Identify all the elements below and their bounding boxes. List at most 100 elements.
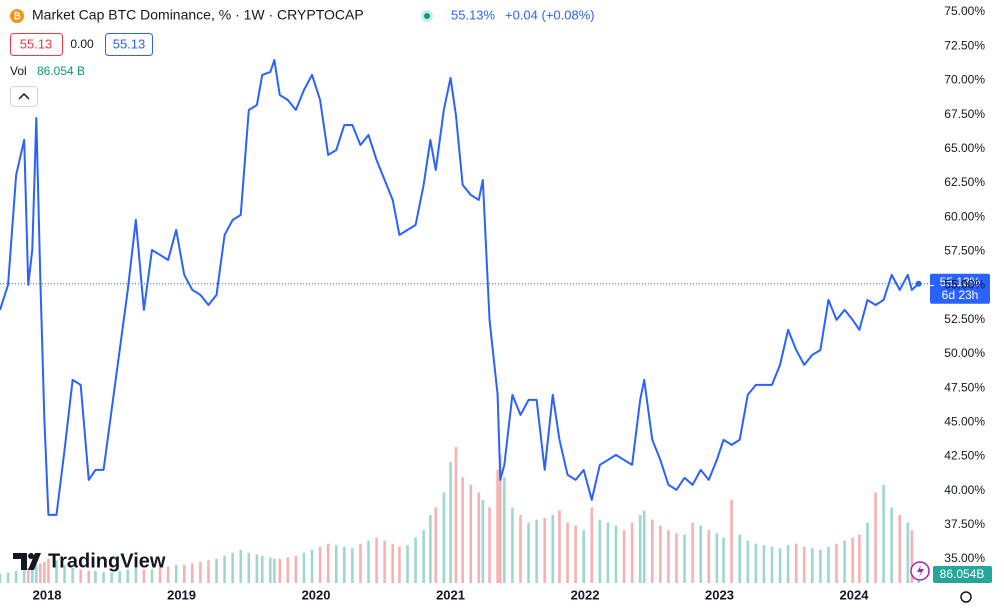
bitcoin-icon-glyph: ₿ <box>13 11 20 21</box>
bitcoin-icon <box>10 9 24 23</box>
volume-bar <box>910 530 914 583</box>
volume-bar <box>359 543 362 583</box>
volume-bar <box>882 484 885 583</box>
volume-bar <box>22 569 26 583</box>
volume-bar <box>260 555 264 583</box>
volume-bar <box>294 555 298 583</box>
volume-tag-value: 86.054B <box>940 567 985 581</box>
volume-bar <box>866 522 869 583</box>
volume-bar <box>802 546 806 583</box>
volume-bar <box>35 564 38 583</box>
volume-bar <box>126 569 130 583</box>
volume-bar <box>351 548 354 583</box>
volume-bar <box>746 540 750 583</box>
volume-bar <box>890 507 893 583</box>
volume-bar <box>434 507 438 583</box>
y-tick-label: 42.50% <box>944 449 985 463</box>
ohlc-value: 0.00 <box>70 37 94 51</box>
settings-button[interactable] <box>960 591 972 603</box>
volume-bar <box>898 515 902 583</box>
volume-bar <box>134 567 138 583</box>
volume-bar <box>574 525 577 583</box>
volume-bar <box>87 570 91 583</box>
volume-bar <box>650 519 654 583</box>
volume-bar <box>398 546 401 583</box>
brand-name: TradingView <box>48 550 166 572</box>
y-tick-label: 40.00% <box>944 483 985 497</box>
volume-bar <box>715 533 719 583</box>
x-tick-label: 2024 <box>840 587 870 602</box>
volume-bar <box>30 566 34 583</box>
volume-bar <box>326 543 330 583</box>
volume-bar <box>207 560 210 583</box>
ohlc-box <box>10 33 63 56</box>
volume-bar <box>630 522 634 583</box>
volume-bar <box>166 566 170 583</box>
volume-bar <box>827 546 830 583</box>
volume-bar <box>699 525 702 583</box>
volume-bar <box>422 530 425 583</box>
volume-bar <box>383 540 386 583</box>
volume-bar <box>667 530 670 583</box>
volume-bar <box>102 572 105 583</box>
volume-bar <box>334 545 338 583</box>
collapse-button[interactable] <box>10 86 38 107</box>
volume-bar <box>606 522 610 583</box>
volume-bar <box>26 567 30 583</box>
volume-bar <box>675 533 678 583</box>
volume-bar <box>239 549 243 583</box>
volume-bar <box>535 519 538 583</box>
volume-bar <box>310 549 314 583</box>
volume-bar <box>449 462 452 583</box>
volume-bar <box>683 534 686 583</box>
volume-bar <box>182 564 186 583</box>
volume-bar <box>638 515 642 583</box>
collapse-chevron <box>18 92 30 100</box>
volume-bar <box>286 557 290 583</box>
volume-bar <box>273 558 276 583</box>
y-tick-label: 75.00% <box>944 4 985 18</box>
volume-bar <box>843 540 846 583</box>
volume-bar <box>429 515 432 583</box>
volume-bar <box>71 567 74 583</box>
last-price-dot <box>915 280 922 287</box>
volume-bar <box>342 546 346 583</box>
volume-bar <box>47 558 50 583</box>
change: +0.04 (+0.08%) <box>505 7 595 22</box>
x-tick-label: 2021 <box>436 587 465 602</box>
y-tick-label: 35.00% <box>944 551 985 565</box>
volume-bar <box>778 548 782 583</box>
y-tick-label: 37.50% <box>944 517 985 531</box>
y-tick-label: 62.50% <box>944 175 985 189</box>
axis-tags: 55.13%6d 23h 86.054B <box>930 273 992 583</box>
volume-bar <box>496 469 499 583</box>
volume-bar <box>762 545 766 583</box>
volume-bar <box>851 537 854 583</box>
volume-bar <box>39 563 42 583</box>
volume-bar <box>110 572 113 583</box>
volume-bar <box>414 537 417 583</box>
volume-bar <box>503 477 506 583</box>
volume-bar <box>79 569 82 583</box>
market-status-dot <box>424 13 430 19</box>
volume-bar <box>590 507 594 583</box>
volume-bar <box>770 546 774 583</box>
volume-bar <box>391 543 395 583</box>
volume-bar <box>150 569 154 583</box>
volume-bar <box>278 558 282 583</box>
ohlc-box <box>105 33 153 56</box>
volume-bar <box>14 570 18 583</box>
volume-bar <box>142 569 146 583</box>
volume-legend-value: 86.054 B <box>37 64 85 78</box>
x-tick-label: 2019 <box>167 587 196 602</box>
ohlc-value: 55.13 <box>113 36 146 51</box>
volume-bar <box>543 518 546 583</box>
volume-bar <box>6 572 10 583</box>
price-line <box>0 59 920 516</box>
volume-bar <box>722 537 725 583</box>
volume-bar <box>906 522 910 583</box>
volume-legend-name: Vol <box>10 64 27 78</box>
volume-bar <box>794 543 798 583</box>
